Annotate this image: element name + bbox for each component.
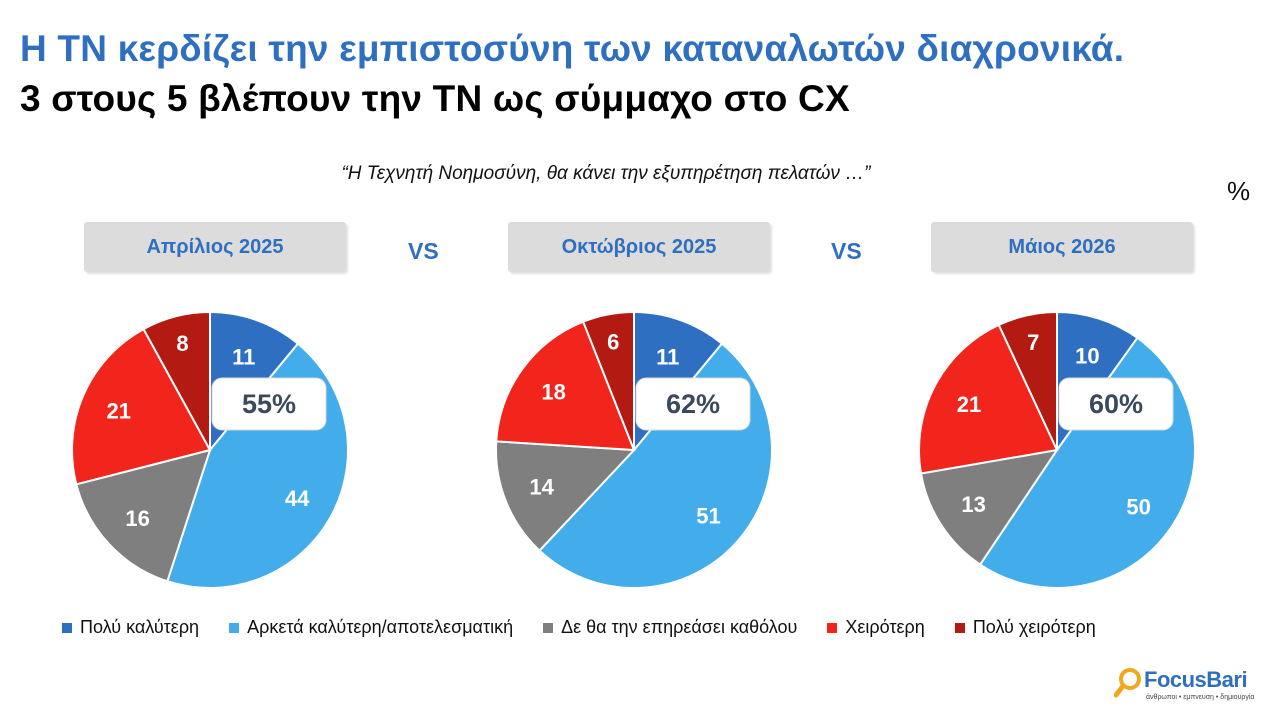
pie-slice-label: 8: [176, 331, 188, 356]
legend-item: Πολύ καλύτερη: [62, 617, 199, 638]
positive-total-label: 60%: [1089, 389, 1143, 419]
legend-swatch: [954, 622, 965, 633]
legend-label: Πολύ χειρότερη: [972, 617, 1096, 637]
legend-swatch: [827, 622, 838, 633]
pie-slice-label: 21: [107, 399, 131, 424]
magnifier-logo-icon: [1114, 668, 1141, 698]
period-label-3: Μάιος 2026: [931, 222, 1193, 272]
pie-slice-label: 10: [1075, 343, 1099, 368]
pie-slice: [919, 448, 1060, 566]
positive-total-label: 62%: [666, 389, 720, 419]
pie-slice-label: 51: [696, 504, 720, 529]
question-text: “Η Τεχνητή Νοημοσύνη, θα κάνει την εξυπη…: [341, 163, 871, 184]
legend-label: Αρκετά καλύτερη/αποτελεσματική: [247, 617, 514, 637]
pie-slice: [75, 448, 212, 583]
legend-item: Πολύ χειρότερη: [954, 617, 1096, 638]
pie-slice-label: 44: [285, 486, 310, 511]
legend-swatch: [62, 622, 72, 633]
pie-slice-label: 13: [961, 492, 985, 517]
pie-chart-october-2025: 11 51 14 18 6 62%: [494, 310, 773, 589]
pie-slice: [581, 310, 635, 451]
pie-slice-label: 7: [1027, 330, 1039, 355]
legend-item: Χειρότερη: [827, 617, 925, 638]
legend-swatch: [229, 622, 240, 633]
pie-slice-label: 11: [232, 345, 255, 370]
positive-total-callout: 60%: [1058, 377, 1174, 431]
pie-slice: [495, 320, 636, 452]
period-label-2: Οκτώβριος 2025: [508, 222, 770, 272]
legend-label: Πολύ καλύτερη: [80, 617, 200, 637]
pie-slice: [71, 327, 212, 486]
legend-item: Αρκετά καλύτερη/αποτελεσματική: [229, 617, 513, 638]
pie-slice-label: 18: [541, 380, 565, 405]
pie-slice-label: 6: [607, 330, 619, 355]
vs-label-1: VS: [408, 238, 439, 264]
pie-slice-label: 50: [1126, 495, 1150, 520]
legend-label: Χειρότερη: [845, 617, 925, 637]
pie-chart-april-2025: 11 44 16 21 8 55%: [71, 310, 349, 589]
pie-slice: [997, 310, 1058, 451]
pie-chart-may-2026: 10 50 13 21 7 60%: [918, 310, 1196, 589]
unit-label: %: [1227, 176, 1251, 206]
legend-swatch: [543, 622, 554, 633]
focusbari-logo: FocusBari άνθρωποι • εμπνευση • δημιουργ…: [1114, 665, 1264, 709]
title-line-1: Η ΤΝ κερδίζει την εμπιστοσύνη των κατανα…: [20, 28, 1125, 69]
logo-tagline: άνθρωποι • εμπνευση • δημιουργία: [1146, 694, 1255, 701]
pie-slice-label: 21: [957, 392, 981, 417]
callout-box: [211, 377, 327, 431]
period-label-1: Απρίλιος 2025: [84, 222, 346, 272]
pie-slice: [918, 323, 1059, 475]
callout-box: [1058, 377, 1174, 431]
pie-slice: [494, 440, 637, 553]
pie-slice-label: 11: [656, 345, 679, 370]
legend-item: Δε θα την επηρεάσει καθόλου: [543, 617, 797, 638]
vs-label-2: VS: [831, 238, 862, 264]
positive-total-callout: 62%: [635, 377, 751, 431]
legend-label: Δε θα την επηρεάσει καθόλου: [561, 617, 798, 637]
logo-name: FocusBari: [1144, 667, 1248, 692]
pie-slice-label: 14: [529, 475, 554, 500]
callout-box: [635, 377, 751, 431]
positive-total-callout: 55%: [211, 377, 327, 431]
positive-total-label: 55%: [242, 389, 296, 419]
chart-legend: Πολύ καλύτερη Αρκετά καλύτερη/αποτελεσμα…: [62, 617, 1096, 638]
title-line-2: 3 στους 5 βλέπουν την ΤΝ ως σύμμαχο στο …: [20, 78, 850, 119]
pie-slice: [142, 310, 211, 451]
pie-slice-label: 16: [125, 506, 149, 531]
